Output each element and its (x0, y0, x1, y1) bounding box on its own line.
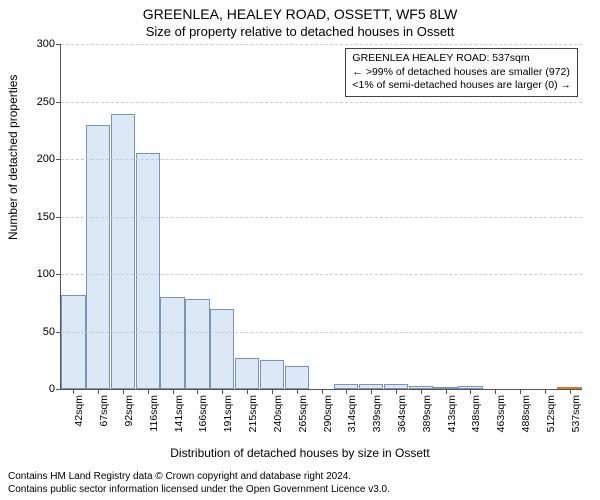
x-tick (396, 389, 397, 394)
x-tick (421, 389, 422, 394)
x-tick-label: 438sqm (470, 395, 482, 432)
x-tick-label: 463sqm (495, 395, 507, 432)
x-axis-label: Distribution of detached houses by size … (0, 446, 600, 460)
x-tick-label: 166sqm (197, 395, 209, 432)
y-tick (56, 274, 61, 275)
x-tick (73, 389, 74, 394)
attribution-line: Contains public sector information licen… (8, 484, 592, 497)
annotation-box: GREENLEA HEALEY ROAD: 537sqm ← >99% of d… (345, 48, 578, 97)
x-tick (545, 389, 546, 394)
y-tick (56, 44, 61, 45)
x-tick-label: 240sqm (272, 395, 284, 432)
x-tick (322, 389, 323, 394)
x-tick-label: 413sqm (446, 395, 458, 432)
gridline (61, 217, 582, 218)
chart-title-sub: Size of property relative to detached ho… (0, 24, 600, 39)
y-tick (56, 389, 61, 390)
x-tick-label: 141sqm (173, 395, 185, 432)
x-tick (98, 389, 99, 394)
bar (160, 297, 184, 389)
y-tick-label: 50 (43, 326, 55, 338)
bar (61, 295, 85, 389)
x-tick (570, 389, 571, 394)
y-tick-label: 100 (37, 268, 55, 280)
annotation-line: GREENLEA HEALEY ROAD: 537sqm (352, 52, 571, 66)
x-tick (470, 389, 471, 394)
x-tick-label: 537sqm (570, 395, 582, 432)
chart-container: GREENLEA, HEALEY ROAD, OSSETT, WF5 8LW S… (0, 0, 600, 500)
bar (185, 299, 209, 389)
x-tick (446, 389, 447, 394)
x-tick-label: 339sqm (371, 395, 383, 432)
gridline (61, 102, 582, 103)
gridline (61, 332, 582, 333)
bar (111, 114, 135, 389)
annotation-line: ← >99% of detached houses are smaller (9… (352, 66, 571, 80)
y-tick (56, 102, 61, 103)
x-tick-label: 314sqm (346, 395, 358, 432)
y-tick-label: 0 (49, 383, 55, 395)
y-tick (56, 332, 61, 333)
x-tick-label: 191sqm (222, 395, 234, 432)
gridline (61, 44, 582, 45)
x-tick-label: 92sqm (123, 395, 135, 427)
x-tick-label: 364sqm (396, 395, 408, 432)
x-tick-label: 215sqm (247, 395, 259, 432)
x-tick-label: 389sqm (421, 395, 433, 432)
x-tick-label: 290sqm (322, 395, 334, 432)
x-tick (520, 389, 521, 394)
bar (260, 360, 284, 389)
x-tick-label: 67sqm (98, 395, 110, 427)
gridline (61, 274, 582, 275)
bar (235, 358, 259, 389)
y-tick (56, 159, 61, 160)
y-tick-label: 200 (37, 153, 55, 165)
bar (210, 309, 234, 390)
x-tick (222, 389, 223, 394)
attribution-line: Contains HM Land Registry data © Crown c… (8, 471, 592, 484)
x-tick (123, 389, 124, 394)
y-tick-label: 250 (37, 96, 55, 108)
x-tick (173, 389, 174, 394)
x-tick (297, 389, 298, 394)
plot-area: GREENLEA HEALEY ROAD: 537sqm ← >99% of d… (60, 44, 582, 390)
x-tick (495, 389, 496, 394)
x-tick (371, 389, 372, 394)
bar (86, 125, 110, 390)
y-tick-label: 300 (37, 38, 55, 50)
x-tick (247, 389, 248, 394)
x-tick-label: 116sqm (148, 395, 160, 432)
annotation-line: <1% of semi-detached houses are larger (… (352, 79, 571, 93)
x-tick-label: 488sqm (520, 395, 532, 432)
y-tick (56, 217, 61, 218)
x-tick (346, 389, 347, 394)
attribution: Contains HM Land Registry data © Crown c… (8, 471, 592, 496)
x-tick (148, 389, 149, 394)
bar (285, 366, 309, 389)
bar (136, 153, 160, 389)
y-axis-label: Number of detached properties (6, 75, 20, 240)
y-tick-label: 150 (37, 211, 55, 223)
x-tick (272, 389, 273, 394)
gridline (61, 159, 582, 160)
x-tick (197, 389, 198, 394)
x-tick-label: 265sqm (297, 395, 309, 432)
chart-title-main: GREENLEA, HEALEY ROAD, OSSETT, WF5 8LW (0, 6, 600, 22)
x-tick-label: 42sqm (73, 395, 85, 427)
x-tick-label: 512sqm (545, 395, 557, 432)
